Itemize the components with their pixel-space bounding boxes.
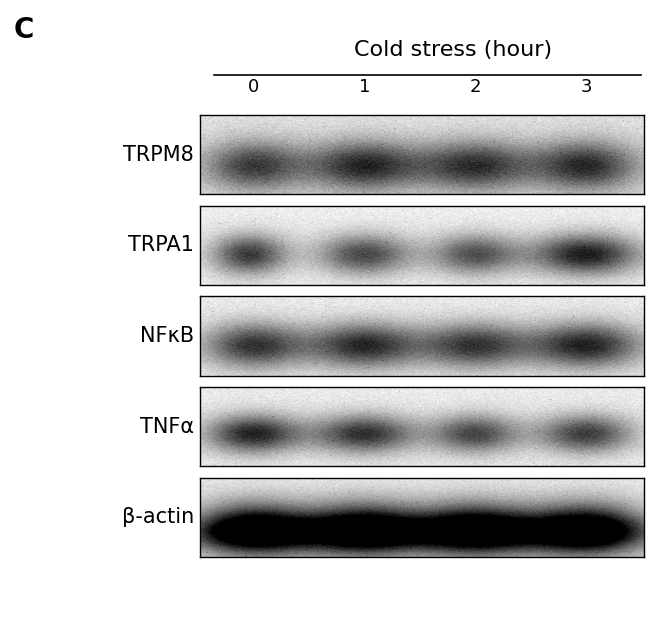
Text: β-actin: β-actin [122,507,194,527]
Text: C: C [13,16,34,43]
Text: TNFα: TNFα [140,417,194,437]
Text: 3: 3 [580,78,592,96]
Text: 1: 1 [359,78,370,96]
Text: Cold stress (hour): Cold stress (hour) [354,40,553,60]
Text: TRPM8: TRPM8 [123,145,194,165]
Text: 0: 0 [248,78,260,96]
Text: 2: 2 [470,78,481,96]
Text: TRPA1: TRPA1 [128,235,194,255]
Text: NFκB: NFκB [140,326,194,346]
